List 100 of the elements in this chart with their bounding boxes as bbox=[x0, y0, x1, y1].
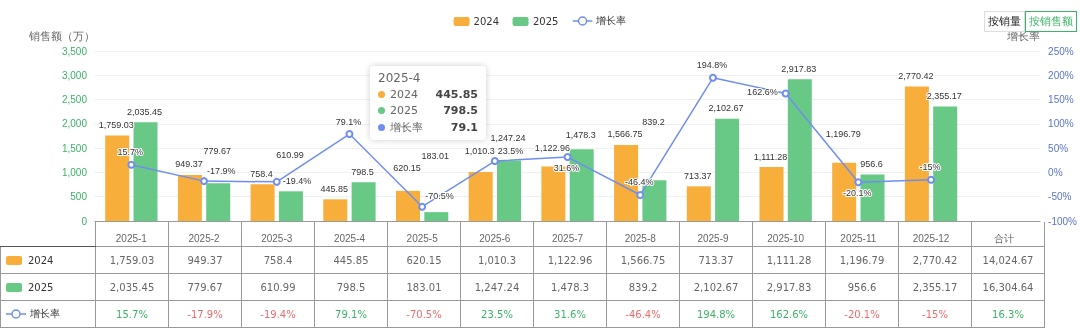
point bbox=[490, 157, 499, 166]
y2-tick-label: 200% bbox=[1048, 69, 1074, 81]
x-tick-label: 2025-3 bbox=[261, 232, 293, 244]
x-tick-label: 2025-8 bbox=[624, 232, 657, 244]
y2-tick-label: 250% bbox=[1048, 45, 1074, 57]
x-tick-label: 2025-1 bbox=[115, 232, 148, 244]
text: 2025 bbox=[28, 281, 54, 293]
point bbox=[127, 160, 136, 169]
x-tick-label: 2025-5 bbox=[406, 232, 439, 244]
data-label: 713.37 bbox=[679, 246, 753, 274]
text: 162.6% bbox=[747, 87, 778, 98]
point bbox=[927, 175, 936, 184]
bar bbox=[759, 167, 784, 221]
text: 14,024.67 bbox=[971, 246, 1045, 274]
data-label: -70.5% bbox=[387, 300, 461, 328]
y-axis-title: 销售额（万） bbox=[28, 29, 95, 42]
x-tick-label: 合计 bbox=[993, 232, 1014, 244]
text: 1,122.96 bbox=[534, 142, 570, 153]
data-label: 949.37 bbox=[168, 246, 242, 274]
text: 按销售额 bbox=[1029, 15, 1073, 28]
x-tick-label: 2025-9 bbox=[697, 232, 729, 244]
text: 31.6% bbox=[553, 162, 580, 173]
point bbox=[854, 178, 863, 187]
data-label: 620.15 bbox=[387, 246, 461, 274]
bar bbox=[206, 183, 231, 221]
y-tick-label: 2,500 bbox=[61, 94, 88, 106]
annotation: 2025-4 bbox=[378, 71, 421, 85]
text: 2,770.42 bbox=[898, 70, 934, 81]
data-label: 610.99 bbox=[241, 273, 315, 301]
data-label: 1,111.28 bbox=[752, 246, 826, 274]
bar bbox=[351, 182, 376, 221]
data-label: 1,010.3 bbox=[460, 246, 534, 274]
y-tick-label: 1,500 bbox=[61, 142, 88, 154]
y2-tick-label: 150% bbox=[1048, 94, 1074, 106]
point bbox=[563, 153, 572, 162]
y2-tick-label: 100% bbox=[1048, 118, 1074, 130]
text: 79.1% bbox=[335, 116, 362, 127]
bar bbox=[787, 79, 812, 221]
bar bbox=[468, 171, 493, 221]
text: 16.3% bbox=[971, 300, 1045, 328]
bar bbox=[323, 199, 348, 221]
y2-tick-label: -50% bbox=[1048, 191, 1072, 203]
bar bbox=[497, 160, 522, 221]
text: 1,196.79 bbox=[825, 129, 861, 140]
data-label: 779.67 bbox=[168, 273, 242, 301]
x-tick-label: 2025-11 bbox=[840, 232, 877, 244]
text: 194.8% bbox=[696, 60, 728, 71]
legend-label: 2025 bbox=[389, 104, 418, 117]
data-label: -15% bbox=[898, 300, 972, 328]
data-label: 15.7% bbox=[95, 300, 169, 328]
point bbox=[272, 177, 281, 186]
data-label: -46.4% bbox=[606, 300, 680, 328]
data-label: 956.6 bbox=[825, 273, 899, 301]
data-label: 79.1% bbox=[314, 300, 388, 328]
bar bbox=[715, 118, 740, 221]
text: 2024 bbox=[473, 15, 499, 27]
point bbox=[781, 89, 790, 98]
data-label: 2,102.67 bbox=[679, 273, 753, 301]
point bbox=[345, 130, 354, 139]
y-tick-label: 1,000 bbox=[61, 166, 88, 178]
data-label: 445.85 bbox=[314, 246, 388, 274]
data-label: 1,759.03 bbox=[95, 246, 169, 274]
y-tick-label: 500 bbox=[70, 191, 88, 203]
data-label: 31.6% bbox=[533, 300, 607, 328]
y2-tick-label: -100% bbox=[1048, 215, 1078, 227]
text: 增长率 bbox=[30, 308, 60, 319]
data-label: 162.6% bbox=[752, 300, 826, 328]
point bbox=[708, 73, 717, 82]
text: 16,304.64 bbox=[971, 273, 1045, 301]
text: 1,010.3 bbox=[464, 146, 495, 157]
bar bbox=[177, 174, 202, 221]
x-tick-label: 2025-7 bbox=[551, 232, 584, 244]
data-label: 1,122.96 bbox=[533, 246, 607, 274]
y2-tick-label: 50% bbox=[1048, 142, 1069, 154]
point bbox=[636, 190, 645, 199]
x-tick-label: 2025-10 bbox=[767, 232, 805, 244]
text: 798.5 bbox=[443, 104, 478, 117]
data-label: -20.1% bbox=[825, 300, 899, 328]
bar bbox=[395, 190, 420, 221]
data-label: -17.9% bbox=[168, 300, 242, 328]
data-label: 194.8% bbox=[679, 300, 753, 328]
x-tick-label: 2025-4 bbox=[333, 232, 366, 244]
data-label: 839.2 bbox=[606, 273, 680, 301]
data-label: 1,196.79 bbox=[825, 246, 899, 274]
data-label: 2,917.83 bbox=[752, 273, 826, 301]
text: 2,917.83 bbox=[781, 63, 817, 74]
text: 2,102.67 bbox=[708, 103, 744, 114]
text: 1,566.75 bbox=[607, 129, 643, 140]
text: 1,247.24 bbox=[490, 132, 526, 143]
bar bbox=[686, 186, 711, 221]
y-tick-label: 3,500 bbox=[61, 45, 88, 57]
text: 620.15 bbox=[393, 163, 421, 174]
text: 758.4 bbox=[250, 168, 273, 179]
text: 956.6 bbox=[860, 159, 883, 170]
data-label: 1,566.75 bbox=[606, 246, 680, 274]
text: 2,035.45 bbox=[126, 106, 163, 117]
text: 183.01 bbox=[421, 150, 450, 161]
text: 445.85 bbox=[435, 88, 478, 101]
y2-tick-label: 0% bbox=[1048, 166, 1063, 178]
point bbox=[200, 177, 209, 186]
